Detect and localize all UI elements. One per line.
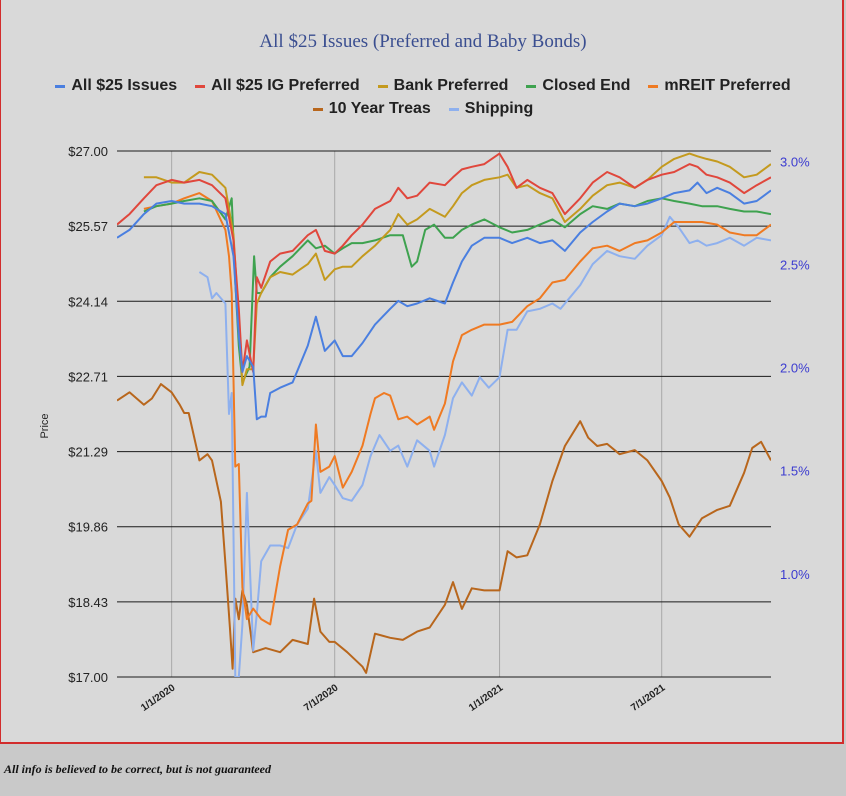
y-tick-label: $17.00 <box>68 670 108 685</box>
legend-label: mREIT Preferred <box>664 77 791 94</box>
legend-swatch <box>526 84 537 88</box>
legend-item: All $25 Issues <box>55 77 177 95</box>
legend-item: mREIT Preferred <box>648 77 791 95</box>
series-line-all-25-issues <box>117 181 771 421</box>
series-line-shipping <box>198 215 771 677</box>
y-axis-title: Price <box>39 413 51 438</box>
legend-item: Shipping <box>448 100 534 118</box>
x-tick-label: 7/1/2021 <box>629 682 668 714</box>
legend-row-1: All $25 Issues All $25 IG Preferred Bank P… <box>0 77 846 95</box>
legend-swatch <box>312 107 323 111</box>
x-tick-label: 7/1/2020 <box>302 682 341 714</box>
series-line-10-year-treas <box>117 383 771 674</box>
legend-label: 10 Year Treas <box>328 100 431 117</box>
y2-tick-label: 2.5% <box>780 257 810 272</box>
legend-label: Bank Preferred <box>393 77 509 94</box>
x-tick-label: 1/1/2021 <box>467 682 506 714</box>
x-tick-label: 1/1/2020 <box>139 682 178 714</box>
chart-title: All $25 Issues (Preferred and Baby Bonds… <box>259 31 587 52</box>
series-line-all-25-ig-preferred <box>117 152 771 373</box>
y-tick-label: $21.29 <box>68 445 108 460</box>
y2-tick-label: 1.0% <box>780 567 810 582</box>
y-tick-label: $25.57 <box>68 219 108 234</box>
series-line-bank-preferred <box>143 152 771 387</box>
legend-label: Closed End <box>542 77 631 94</box>
y-tick-label: $24.14 <box>68 294 108 309</box>
legend-item: 10 Year Treas <box>312 100 431 118</box>
legend-row-2: 10 Year Treas Shipping <box>0 100 846 118</box>
legend-label: All $25 Issues <box>71 77 178 94</box>
legend-swatch <box>377 84 388 88</box>
y-tick-label: $18.43 <box>68 595 108 610</box>
legend-item: Bank Preferred <box>377 77 509 95</box>
footer-note: All info is believed to be correct, but … <box>4 762 271 776</box>
legend-label: Shipping <box>464 100 534 117</box>
line-chart: $27.00 $25.57 $24.14 $22.71 $21.29 $19.86 $18.… <box>39 144 810 714</box>
y2-tick-label: 1.5% <box>780 464 810 479</box>
y2-tick-label: 3.0% <box>780 154 810 169</box>
legend-item: Closed End <box>526 77 630 95</box>
legend-swatch <box>195 84 206 88</box>
chart-frame <box>0 0 844 744</box>
legend-label: All $25 IG Preferred <box>211 77 360 94</box>
legend-swatch <box>648 84 659 88</box>
legend-item: All $25 IG Preferred <box>195 77 360 95</box>
y2-tick-label: 2.0% <box>780 361 810 376</box>
y-tick-label: $22.71 <box>68 369 108 384</box>
y-tick-label: $27.00 <box>68 144 108 159</box>
legend-swatch <box>448 107 459 111</box>
y-tick-label: $19.86 <box>68 520 108 535</box>
series-line-mreit-preferred <box>143 192 771 626</box>
legend-swatch <box>55 84 66 88</box>
